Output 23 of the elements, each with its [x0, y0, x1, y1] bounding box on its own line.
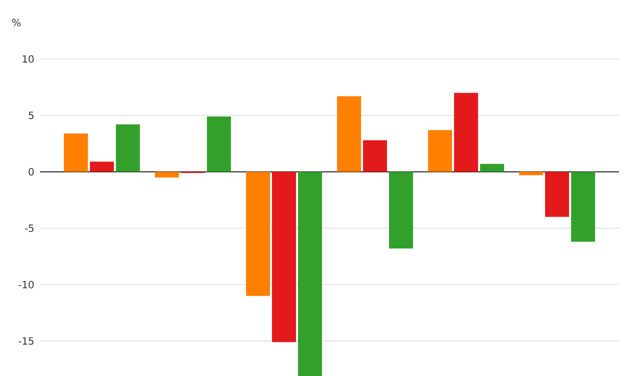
bar	[389, 172, 414, 249]
bar	[64, 133, 88, 172]
bar	[337, 96, 362, 172]
bar	[246, 172, 270, 296]
bar	[272, 172, 296, 342]
bar	[298, 172, 322, 376]
y-tick-label: 5	[28, 112, 34, 120]
bar	[116, 124, 140, 172]
bar	[480, 164, 504, 172]
y-axis-title: %	[12, 18, 21, 26]
y-tick-label: 10	[22, 55, 34, 63]
bar	[90, 162, 114, 172]
bar	[154, 172, 179, 178]
bar	[571, 172, 596, 242]
y-tick-label: -10	[18, 280, 34, 288]
y-tick-label: -5	[24, 224, 34, 232]
bar	[363, 140, 388, 172]
bar	[428, 130, 452, 172]
bar	[454, 92, 478, 172]
y-tick-label: -15	[18, 337, 34, 345]
bar	[545, 172, 570, 217]
bar	[206, 116, 231, 172]
y-tick-label: 0	[28, 168, 34, 176]
